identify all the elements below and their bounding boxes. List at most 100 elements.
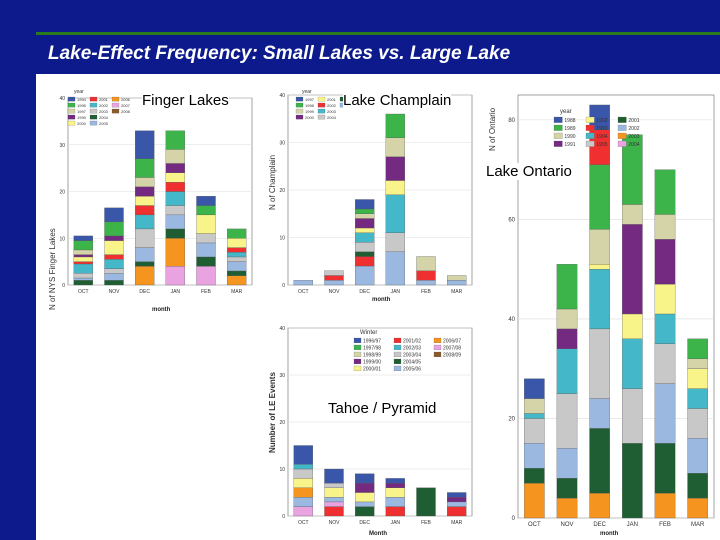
- legend-label: 2000: [305, 115, 315, 120]
- bar-segment: [556, 393, 578, 449]
- legend-label: 2002: [99, 103, 109, 108]
- bar-segment: [324, 487, 344, 498]
- bar-segment: [654, 313, 676, 344]
- bar-segment: [589, 229, 610, 265]
- legend-label: 2006: [121, 97, 131, 102]
- legend-label: 2000: [77, 121, 87, 126]
- legend-label: 1995: [77, 103, 87, 108]
- legend-swatch: [295, 96, 304, 102]
- legend-label: 2004: [327, 115, 337, 120]
- bar-segment: [293, 464, 313, 470]
- bar-segment: [622, 388, 643, 444]
- legend-swatch: [295, 102, 304, 108]
- legend-label: 1996/97: [363, 339, 381, 345]
- legend-label: 2002/03: [403, 346, 421, 352]
- bar-segment: [355, 473, 375, 484]
- legend-label: 2002: [327, 103, 337, 108]
- bar-segment: [227, 247, 247, 253]
- lake-ontario-xlabel: month: [600, 531, 619, 537]
- legend-swatch: [393, 365, 402, 372]
- bar-segment: [687, 408, 708, 439]
- x-tick-label: DEC: [593, 522, 606, 528]
- title-bar: [0, 32, 720, 74]
- bar-segment: [355, 251, 375, 257]
- legend-swatch: [295, 108, 304, 114]
- x-tick-label: MAR: [691, 522, 705, 528]
- bar-segment: [447, 506, 467, 517]
- legend-swatch: [317, 108, 326, 114]
- bar-segment: [165, 214, 185, 230]
- bar-segment: [165, 182, 185, 192]
- legend-swatch: [67, 120, 76, 126]
- bar-segment: [73, 235, 93, 241]
- legend-swatch: [67, 96, 76, 102]
- bar-segment: [355, 218, 375, 229]
- legend-swatch: [353, 365, 362, 372]
- x-tick-label: NOV: [560, 522, 573, 528]
- legend-title: year: [560, 109, 572, 115]
- y-tick-label: 10: [279, 236, 285, 242]
- bar-segment: [385, 194, 405, 233]
- bar-segment: [324, 270, 344, 276]
- bar-segment: [385, 232, 405, 252]
- bar-segment: [589, 492, 610, 519]
- bar-segment: [196, 233, 216, 244]
- y-tick-label: 60: [508, 217, 515, 223]
- bar-segment: [447, 492, 467, 498]
- bar-segment: [135, 266, 155, 286]
- legend-swatch: [585, 116, 595, 123]
- bar-segment: [654, 492, 676, 519]
- x-tick-label: DEC: [359, 520, 370, 526]
- bar-segment: [355, 492, 375, 503]
- x-tick-label: FEB: [201, 289, 211, 295]
- legend-swatch: [617, 140, 627, 147]
- legend-swatch: [67, 114, 76, 120]
- bar-segment: [196, 266, 216, 286]
- legend-label: 1989: [564, 126, 575, 132]
- bar-segment: [355, 227, 375, 233]
- legend-label: 2003: [327, 109, 337, 114]
- y-tick-label: 20: [508, 416, 515, 422]
- x-tick-label: JAN: [391, 289, 401, 295]
- y-tick-label: 40: [279, 93, 285, 99]
- legend-title: year: [74, 89, 84, 95]
- bar-segment: [556, 264, 578, 310]
- y-tick-label: 0: [282, 283, 285, 289]
- bar-segment: [73, 256, 93, 262]
- bar-segment: [589, 269, 610, 330]
- bar-segment: [227, 261, 247, 272]
- bar-segment: [165, 238, 185, 267]
- legend-title: Winter: [360, 330, 377, 336]
- legend-swatch: [353, 351, 362, 358]
- bar-segment: [687, 358, 708, 369]
- bar-segment: [556, 497, 578, 519]
- x-tick-label: JAN: [627, 522, 638, 528]
- lake-champlain-xlabel: month: [372, 297, 391, 303]
- bar-segment: [293, 280, 313, 286]
- bar-segment: [385, 487, 405, 498]
- bar-segment: [524, 418, 545, 444]
- legend-label: 1988: [564, 118, 575, 124]
- bar-segment: [556, 308, 578, 330]
- legend-swatch: [553, 132, 563, 139]
- bar-segment: [135, 205, 155, 216]
- legend-label: 2006/07: [443, 339, 461, 345]
- legend-label: 2004: [99, 115, 109, 120]
- x-tick-label: NOV: [329, 520, 341, 526]
- finger-lakes-label: Finger Lakes: [142, 92, 229, 109]
- bar-segment: [135, 158, 155, 178]
- bar-segment: [165, 191, 185, 206]
- legend-swatch: [89, 108, 98, 114]
- x-tick-label: MAR: [231, 289, 243, 295]
- legend-swatch: [393, 344, 402, 351]
- bar-segment: [73, 280, 93, 286]
- bar-segment: [556, 328, 578, 349]
- bar-segment: [622, 338, 643, 389]
- bar-segment: [355, 213, 375, 219]
- x-tick-label: DEC: [139, 289, 150, 295]
- bar-segment: [687, 473, 708, 499]
- bar-segment: [524, 443, 545, 469]
- legend-label: 1997/98: [363, 346, 381, 352]
- y-tick-label: 20: [279, 188, 285, 194]
- bar-segment: [324, 275, 344, 281]
